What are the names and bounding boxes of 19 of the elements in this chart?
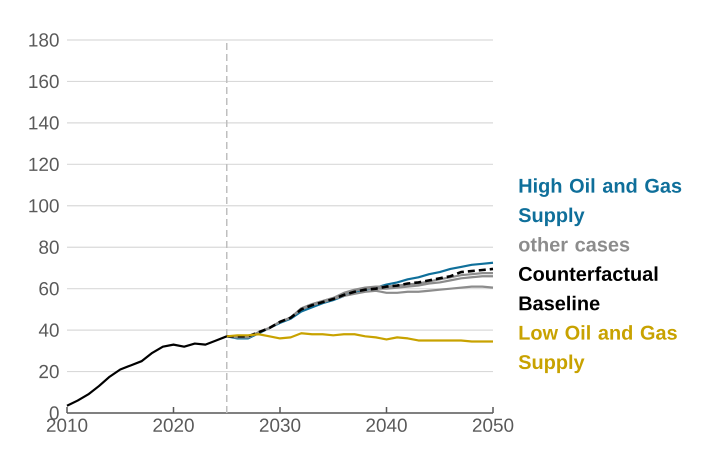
y-tick-label: 60 [39, 282, 59, 296]
y-tick-label: 120 [29, 158, 59, 172]
x-tick-label: 2050 [472, 418, 514, 432]
y-tick-label: 100 [29, 199, 59, 212]
y-tick-label: 140 [29, 116, 59, 130]
y-tick-label: 20 [39, 364, 59, 378]
x-tick-label: 2030 [260, 418, 300, 432]
text: other cases [518, 236, 630, 252]
series-label: Low Oil and Gas Supply [518, 325, 677, 374]
y-tick-label: 0 [50, 406, 59, 420]
y-tick-label: 160 [29, 74, 59, 88]
text: High Oil and Gas Supply [518, 178, 682, 226]
y-tick-label: 80 [39, 240, 59, 254]
series-label: Counterfactual Baseline [519, 266, 658, 310]
y-tick-label: 180 [29, 33, 59, 47]
x-tick-label: 2010 [46, 418, 88, 432]
x-tick-label: 2040 [366, 418, 407, 432]
y-tick-label: 40 [38, 323, 59, 337]
x-tick-label: 2020 [153, 418, 194, 432]
